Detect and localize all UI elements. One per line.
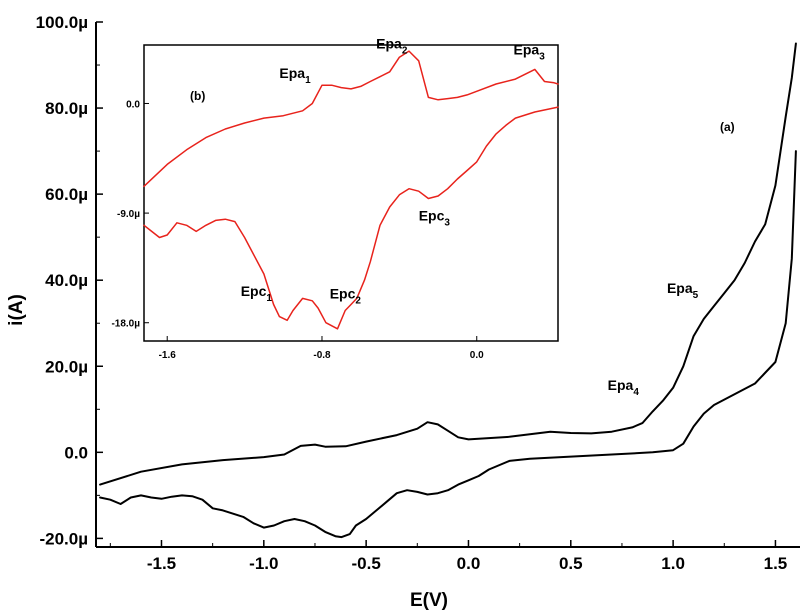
peak-label-base: Epa [514,42,540,58]
peak-label-subscript: 2 [402,46,408,57]
main-series-line-1 [99,42,797,486]
inset-series-group [143,50,559,330]
peak-label-epa1: Epa1 [279,65,311,86]
peak-label-base: Epc [419,207,445,223]
inset-y-tick-label: 0.0 [126,99,140,110]
peak-label-base: Epa [279,65,305,81]
peak-label-epc3: Epc3 [419,207,451,228]
inset-y-tick-label: -18.0µ [111,319,140,330]
main-plot: -1.5 -1.0 -0.5 0.0 0.5 1.0 1.5 -20.0µ 0.0 20.0µ 4… [6,13,800,611]
peak-label-epc1: Epc1 [241,283,273,304]
main-x-tick-label: 1.5 [764,554,788,573]
main-y-tick-label: 100.0µ [36,13,88,32]
peak-label-epa2: Epa2 [376,36,408,57]
main-y-tick-label: 80.0µ [45,99,88,118]
inset-series-line-2 [143,106,559,330]
peak-label-epc2: Epc2 [330,285,362,306]
main-series-group [99,42,797,539]
peak-label-subscript: 5 [693,290,699,301]
peak-label-base: Epa [608,377,634,393]
inset-panel-label: (b) [190,89,205,103]
main-series-line-2 [99,150,797,539]
main-x-tick-label: -0.5 [351,554,380,573]
inset-x-ticks: -1.6 -0.8 0.0 [159,336,484,361]
peak-label-subscript: 1 [266,293,272,304]
main-y-tick-label: 40.0µ [45,271,88,290]
main-panel-label: (a) [720,120,735,134]
peak-label-subscript: 1 [305,75,311,86]
peak-label-epa4: Epa4 [608,377,640,398]
peak-label-base: Epc [330,285,356,301]
peak-label-base: Epa [376,36,402,52]
main-x-ticks: -1.5 -1.0 -0.5 0.0 0.5 1.0 1.5 [109,540,788,573]
x-axis-title: E(V) [410,590,448,611]
peak-label-base: Epa [667,280,693,296]
peak-label-subscript: 3 [539,52,545,63]
inset-y-tick-label: -9.0µ [117,209,140,220]
main-y-tick-label: 60.0µ [45,185,88,204]
inset-series-line-1 [143,50,559,188]
main-y-tick-label: 20.0µ [45,357,88,376]
main-y-ticks: -20.0µ 0.0 20.0µ 40.0µ 60.0µ 80.0µ 100.0µ [36,13,103,548]
main-y-tick-label: -20.0µ [39,529,88,548]
peak-label-subscript: 4 [633,387,639,398]
inset-x-tick-label: -1.6 [159,350,177,361]
main-x-tick-label: -1.5 [147,554,176,573]
peak-label-base: Epc [241,283,267,299]
inset-x-tick-label: 0.0 [470,350,484,361]
peak-label-epa3: Epa3 [514,42,546,63]
main-y-tick-label: 0.0 [64,443,88,462]
main-x-tick-label: 0.0 [457,554,481,573]
peak-label-subscript: 3 [444,217,450,228]
main-x-tick-label: 0.5 [559,554,583,573]
main-x-tick-label: -1.0 [249,554,278,573]
main-x-tick-label: 1.0 [661,554,685,573]
peak-label-epa5: Epa5 [667,280,699,301]
peak-label-subscript: 2 [355,295,361,306]
y-axis-title: i(A) [6,294,27,326]
inset-frame [143,44,559,342]
inset-y-ticks: -18.0µ -9.0µ 0.0 [111,99,149,330]
inset-x-tick-label: -0.8 [313,350,331,361]
